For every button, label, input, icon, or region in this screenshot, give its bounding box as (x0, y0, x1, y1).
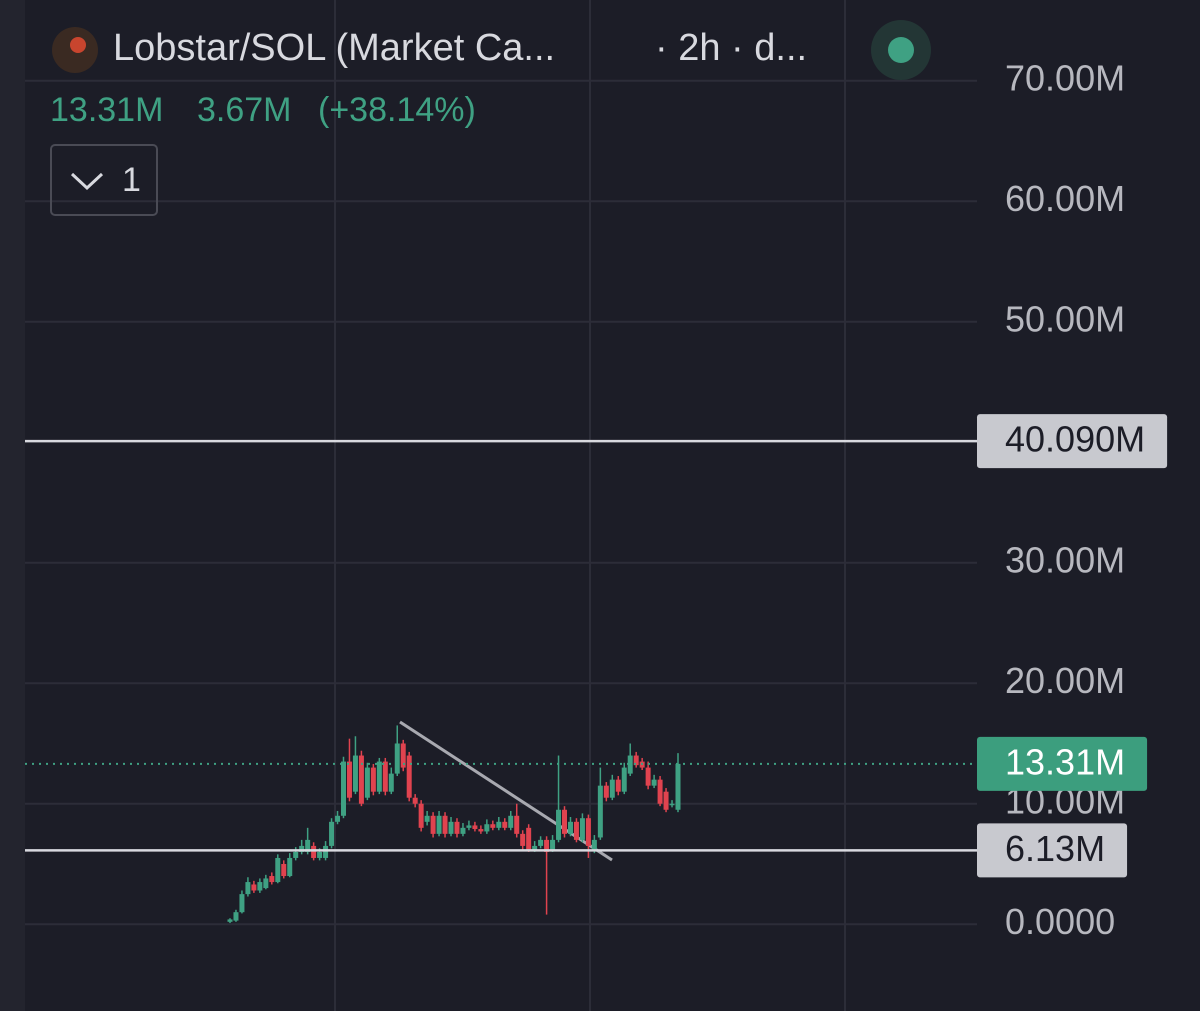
subtitle: · 2h · d... (655, 27, 807, 69)
candle-body (352, 755, 358, 792)
candle-body (436, 815, 442, 834)
candle-body (603, 785, 609, 798)
candle-body (275, 857, 281, 883)
candle-body (388, 773, 394, 792)
avatar-detail (70, 37, 86, 53)
candle-body (329, 821, 335, 846)
candle-body (442, 815, 448, 834)
candle-body (490, 824, 496, 828)
title: Lobstar/SOL (Market Ca... (113, 27, 555, 69)
stat: (+38.14%) (318, 91, 476, 129)
candle-body (591, 839, 597, 850)
candle-body (305, 839, 311, 852)
candle-body (627, 755, 633, 774)
candle-body (526, 827, 532, 850)
candle-body (233, 912, 239, 921)
candle-body (633, 755, 639, 766)
y-tick-label: 20.00M (1005, 660, 1125, 701)
candle-body (317, 851, 323, 858)
candle-body (562, 809, 568, 834)
candle-body (245, 882, 251, 895)
candle-body (382, 761, 388, 792)
candle-body (257, 882, 263, 891)
y-tick-label: 60.00M (1005, 178, 1125, 219)
candle-body (514, 815, 520, 834)
candle-body (448, 821, 454, 834)
candle-body (675, 763, 681, 810)
candle-body (496, 821, 502, 828)
stat: 3.67M (197, 91, 292, 129)
candle-body (567, 821, 573, 834)
left-edge (0, 0, 25, 1011)
candle-body (597, 785, 603, 838)
candle-body (460, 827, 466, 834)
candle-body (669, 803, 675, 806)
candle-body (550, 839, 556, 850)
candle-body (376, 761, 382, 792)
candle-body (418, 803, 424, 828)
candle-body (663, 791, 669, 810)
price-label: 13.31M (1005, 741, 1125, 782)
candle-body (358, 755, 364, 804)
indicator-toggle[interactable] (50, 144, 158, 216)
candle-body (609, 779, 615, 798)
candle-body (579, 818, 585, 840)
price-label: 40.090M (1005, 419, 1145, 460)
status-dot (888, 37, 914, 63)
candle-body (406, 755, 412, 798)
candle-body (323, 845, 329, 858)
candle-body (454, 821, 460, 834)
y-tick-label: 50.00M (1005, 298, 1125, 339)
candle-body (251, 884, 257, 891)
candle-body (478, 829, 484, 832)
y-tick-label: 30.00M (1005, 539, 1125, 580)
candle-body (544, 839, 550, 852)
candle-body (364, 767, 370, 798)
candle-body (370, 767, 376, 792)
candle-body (269, 876, 275, 883)
candle-body (573, 821, 579, 840)
candle-body (508, 815, 514, 828)
price-label: 6.13M (1005, 828, 1105, 869)
candle-body (651, 779, 657, 786)
candle-body (621, 767, 627, 792)
candle-body (394, 743, 400, 774)
candle-body (299, 845, 305, 852)
candle-body (532, 845, 538, 850)
candle-body (281, 863, 287, 877)
chevron (70, 172, 104, 191)
candle-body (293, 851, 299, 858)
candle-body (424, 815, 430, 822)
stat: 13.31M (50, 91, 163, 129)
candle-body (227, 919, 233, 922)
candle-body (412, 797, 418, 804)
candle-body (520, 833, 526, 846)
candle-body (585, 818, 591, 846)
candle-body (430, 815, 436, 834)
candle-body (287, 857, 293, 877)
candle-body (538, 839, 544, 846)
candle-body (466, 825, 472, 828)
candle-body (346, 761, 352, 798)
price-label-box (977, 823, 1128, 878)
candle-body (645, 767, 651, 786)
candle-body (239, 894, 245, 913)
candle-body (556, 809, 562, 840)
candle-body (484, 824, 490, 832)
candle-body (311, 845, 317, 858)
price-label-box (977, 736, 1148, 791)
candle-body (502, 821, 508, 828)
candle-body (615, 779, 621, 792)
y-tick-label: 70.00M (1005, 57, 1125, 98)
y-tick-label: 0.0000 (1005, 901, 1115, 942)
candle-body (263, 878, 269, 889)
candle-body (472, 825, 478, 830)
candle-body (400, 743, 406, 768)
candle-body (335, 815, 341, 822)
indicator-count: 1 (122, 161, 141, 199)
price-label-box (977, 414, 1168, 469)
candle-body (340, 761, 346, 816)
candle-body (657, 779, 663, 804)
